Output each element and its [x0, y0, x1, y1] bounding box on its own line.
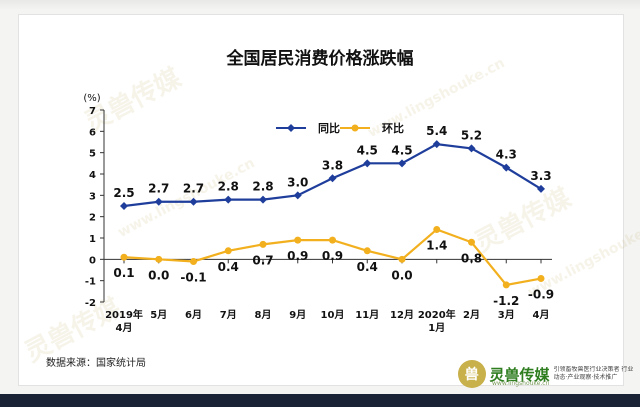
mom-point-marker: [259, 240, 267, 248]
yoy-point-marker: [189, 197, 198, 206]
x-tick-label: 6月: [185, 309, 202, 321]
mom-point-marker: [433, 225, 441, 233]
legend-label: 环比: [382, 121, 404, 135]
yoy-point-marker: [328, 174, 337, 183]
yoy-point-marker: [224, 195, 233, 204]
legend-circle-marker: [351, 124, 359, 132]
mom-point-marker: [120, 253, 128, 261]
x-tick-label: 4月: [533, 309, 550, 321]
yoy-data-label: 2.5: [113, 186, 134, 200]
x-tick-label: 1月: [428, 322, 445, 334]
yoy-point-marker: [502, 163, 511, 172]
yoy-data-label: 3.3: [530, 169, 551, 183]
y-tick-label: 2: [89, 213, 96, 224]
data-source-note: 数据来源：国家统计局: [46, 358, 146, 369]
x-tick-label: 10月: [321, 309, 345, 321]
yoy-point-marker: [537, 184, 545, 193]
mom-data-label: 0.8: [461, 251, 482, 265]
x-tick-label: 4月: [116, 322, 133, 334]
yoy-point-marker: [120, 202, 128, 210]
mom-data-label: 0.1: [113, 266, 134, 280]
yoy-data-label: 2.7: [183, 182, 204, 196]
brand-url: www.lingshouke.cn: [492, 380, 550, 387]
mom-point-marker: [468, 238, 475, 246]
yoy-data-label: 5.4: [426, 124, 447, 138]
brand-tagline: 引领畜牧兽医行业决策者 行业动态·产业观察·技术推广: [553, 366, 634, 381]
x-tick-label: 11月: [355, 309, 379, 321]
mom-point-marker: [502, 281, 510, 289]
mom-data-label: -0.1: [180, 270, 206, 284]
mom-data-label: 0.0: [148, 268, 169, 282]
chart-panel: [18, 14, 624, 386]
y-tick-label: 6: [89, 127, 96, 138]
mom-point-marker: [537, 275, 545, 283]
mom-point-marker: [190, 257, 197, 265]
mom-point-marker: [224, 247, 232, 255]
bottom-bar: [0, 394, 640, 407]
yoy-point-marker: [259, 195, 267, 204]
x-tick-label: 7月: [220, 309, 237, 321]
yoy-data-label: 4.5: [391, 143, 412, 157]
y-tick-label: 5: [89, 149, 96, 160]
chart-title: 全国居民消费价格涨跌幅: [226, 48, 414, 69]
mom-data-label: 0.9: [322, 249, 343, 263]
yoy-data-label: 4.3: [496, 148, 517, 162]
mom-point-marker: [329, 236, 336, 244]
top-band: [0, 0, 640, 10]
x-tick-label: 2月: [463, 309, 480, 321]
mom-point-marker: [398, 255, 406, 263]
y-tick-label: 4: [89, 170, 96, 181]
y-tick-label: -1: [85, 277, 96, 288]
y-axis-unit: (%): [83, 93, 100, 104]
mom-data-label: 0.4: [218, 260, 239, 274]
y-tick-label: 3: [89, 191, 96, 202]
mom-data-label: -1.2: [493, 294, 519, 308]
mom-point-marker: [155, 255, 163, 263]
brand-name: 灵兽传媒: [489, 365, 550, 384]
yoy-point-marker: [363, 159, 372, 168]
y-tick-label: 7: [89, 106, 96, 117]
yoy-data-label: 4.5: [357, 143, 378, 157]
mom-data-label: 0.7: [252, 253, 273, 267]
yoy-point-marker: [398, 159, 406, 168]
x-tick-label: 12月: [390, 309, 414, 321]
yoy-point-marker: [293, 191, 302, 200]
x-tick-label: 8月: [255, 309, 272, 321]
mom-data-label: 1.4: [426, 238, 447, 252]
y-tick-label: -2: [85, 298, 96, 309]
y-tick-label: 0: [89, 255, 96, 266]
mom-data-label: 0.9: [287, 249, 308, 263]
x-tick-label: 5月: [150, 309, 167, 321]
x-tick-label: 2020年: [418, 308, 456, 321]
x-tick-label: 3月: [498, 309, 515, 321]
mom-data-label: -0.9: [528, 288, 554, 302]
y-tick-label: 1: [89, 234, 96, 245]
yoy-point-marker: [467, 144, 476, 153]
yoy-data-label: 2.8: [252, 180, 273, 194]
yoy-point-marker: [432, 140, 441, 149]
mom-data-label: 0.4: [357, 260, 378, 274]
yoy-data-label: 2.8: [218, 180, 239, 194]
yoy-point-marker: [154, 197, 163, 206]
legend-label: 同比: [318, 121, 340, 135]
legend-diamond-marker: [287, 124, 295, 132]
yoy-data-label: 3.8: [322, 158, 343, 172]
yoy-data-label: 2.7: [148, 182, 169, 196]
mom-data-label: 0.0: [391, 268, 412, 282]
x-tick-label: 9月: [289, 309, 306, 321]
mom-point-marker: [363, 247, 371, 255]
yoy-data-label: 5.2: [461, 128, 482, 142]
mom-point-marker: [294, 236, 302, 244]
brand-block: 兽 灵兽传媒 引领畜牧兽医行业决策者 行业动态·产业观察·技术推广: [458, 354, 638, 394]
brand-logo-icon: 兽: [458, 360, 486, 388]
yoy-data-label: 3.0: [287, 175, 308, 189]
x-tick-label: 2019年: [105, 308, 143, 321]
